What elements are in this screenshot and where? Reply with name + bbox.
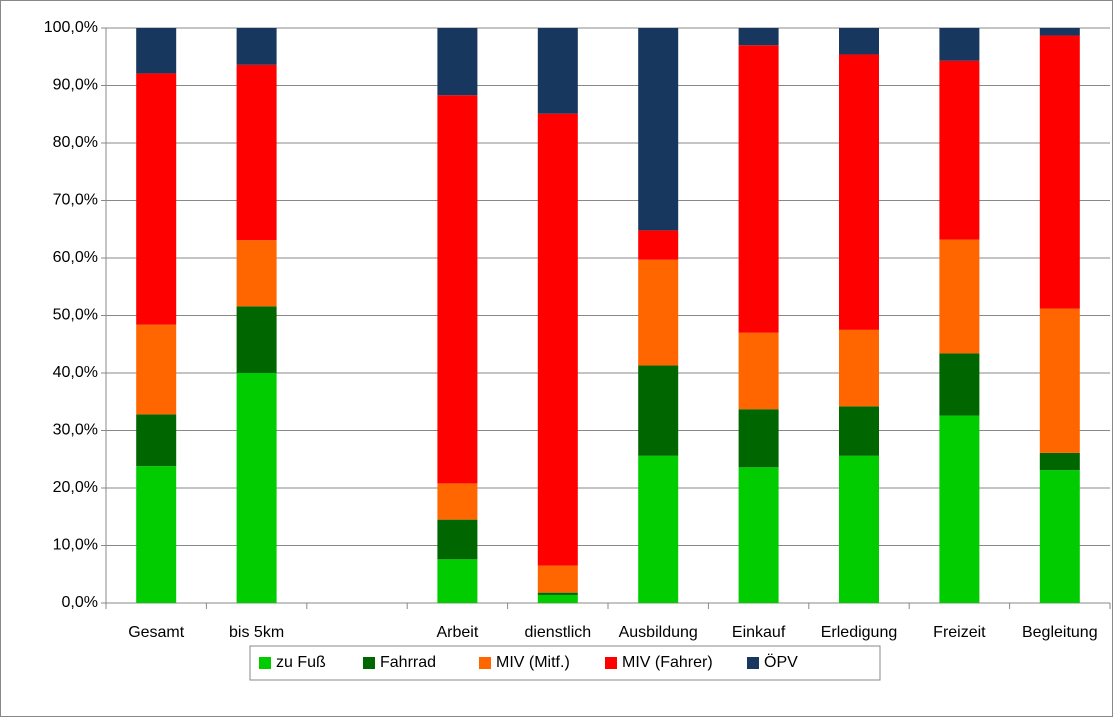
x-tick-label: Begleitung xyxy=(1022,624,1098,641)
legend-box xyxy=(249,645,881,681)
x-tick-label: Freizeit xyxy=(933,624,986,641)
bar-segment xyxy=(939,415,980,603)
bar-segment xyxy=(136,324,177,415)
bar-segment xyxy=(236,240,277,307)
legend-label: MIV (Fahrer) xyxy=(622,654,713,671)
bar-segment xyxy=(1039,35,1080,309)
y-tick-label: 40,0% xyxy=(53,364,98,381)
legend-label: zu Fuß xyxy=(276,654,326,671)
bar-segment xyxy=(236,373,277,603)
bar-segment xyxy=(839,406,879,456)
bar-segment xyxy=(136,28,177,74)
bar-segment xyxy=(939,60,980,240)
bar-segment xyxy=(236,306,277,373)
x-tick-label: Gesamt xyxy=(128,624,185,641)
bar-segment xyxy=(638,259,679,366)
bar-segment xyxy=(939,28,980,61)
y-tick-label: 70,0% xyxy=(53,192,98,209)
bar-segment xyxy=(437,519,478,560)
bar-segment xyxy=(738,409,779,468)
y-tick-label: 60,0% xyxy=(53,249,98,266)
x-tick-label: Arbeit xyxy=(437,624,479,641)
legend-label: Fahrrad xyxy=(380,654,436,671)
bar-segment xyxy=(537,565,578,593)
bar-segment xyxy=(738,45,779,333)
bar-segment xyxy=(638,230,679,260)
bar-segment xyxy=(638,28,679,231)
y-tick-label: 30,0% xyxy=(53,422,98,439)
bar-segment xyxy=(738,28,779,46)
legend-swatch xyxy=(259,657,271,669)
bar-segment xyxy=(839,455,879,603)
bar-segment xyxy=(437,483,478,520)
y-tick-label: 0,0% xyxy=(62,594,98,611)
bar-segment xyxy=(537,594,578,603)
bar-segment xyxy=(537,28,578,114)
y-tick-label: 100,0% xyxy=(44,19,98,36)
bar-segment xyxy=(638,455,679,603)
y-tick-label: 10,0% xyxy=(53,537,98,554)
bar-segment xyxy=(839,329,879,407)
legend-label: MIV (Mitf.) xyxy=(496,654,570,671)
bar-segment xyxy=(638,365,679,456)
bar-segment xyxy=(839,28,879,55)
bar-segment xyxy=(236,64,277,241)
legend-swatch xyxy=(605,657,617,669)
x-tick-label: bis 5km xyxy=(229,624,284,641)
y-tick-label: 20,0% xyxy=(53,479,98,496)
bar-segment xyxy=(136,414,177,467)
bar-segment xyxy=(939,353,980,416)
y-tick-label: 90,0% xyxy=(53,77,98,94)
bar-segment xyxy=(839,54,879,330)
bar-segment xyxy=(738,332,779,410)
bar-segment xyxy=(136,73,177,325)
legend-swatch xyxy=(363,657,375,669)
bar-segment xyxy=(738,467,779,603)
x-tick-label: Ausbildung xyxy=(619,624,698,641)
legend-swatch xyxy=(479,657,491,669)
bar-segment xyxy=(1039,28,1080,36)
x-tick-label: dienstlich xyxy=(524,624,591,641)
legend-label: ÖPV xyxy=(764,653,798,671)
bar-segment xyxy=(939,239,980,354)
bar-segment xyxy=(1039,308,1080,453)
bar-segment xyxy=(437,95,478,484)
bar-segment xyxy=(437,28,478,96)
bar-segment xyxy=(437,559,478,603)
y-tick-label: 50,0% xyxy=(53,307,98,324)
x-tick-label: Einkauf xyxy=(732,624,786,641)
y-tick-label: 80,0% xyxy=(53,134,98,151)
bar-segment xyxy=(1039,452,1080,471)
bar-segment xyxy=(136,466,177,603)
x-tick-label: Erledigung xyxy=(821,624,898,641)
bar-segment xyxy=(1039,470,1080,603)
bar-segment xyxy=(537,592,578,595)
bar-segment xyxy=(236,28,277,65)
bar-segment xyxy=(537,113,578,566)
legend-swatch xyxy=(747,657,759,669)
